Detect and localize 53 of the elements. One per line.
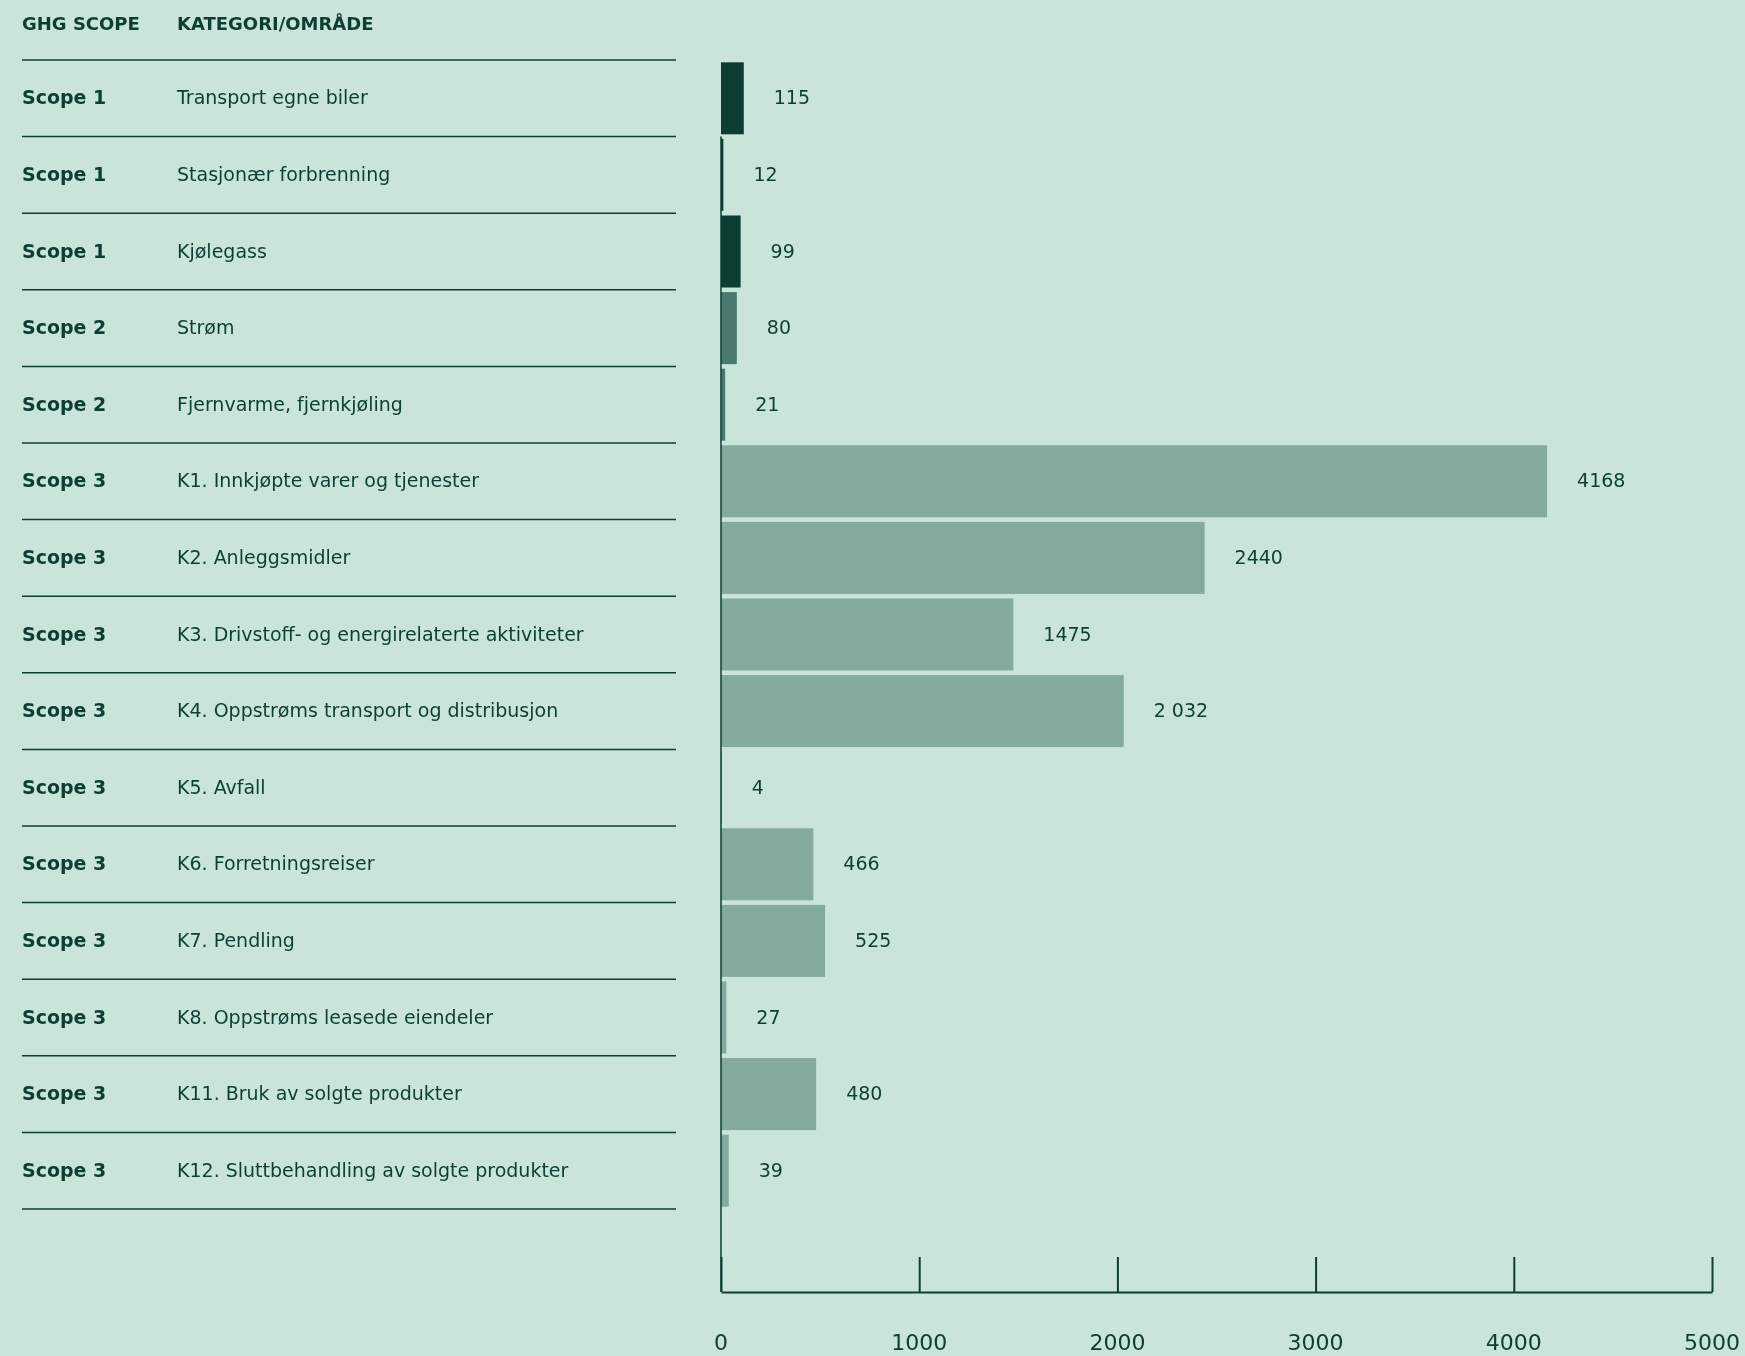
text: Scope 3 — [22, 469, 107, 492]
y-axis-title: KATEGORI/OMRÅDE — [177, 12, 374, 34]
x-tick-label: 3000 — [1287, 1330, 1344, 1355]
y-tick-label: K8. Oppstrøms leasede eiendeler — [177, 1005, 494, 1028]
y-tick-label: K3. Drivstoff- og energirelaterte aktiviteter — [177, 622, 584, 645]
data-label: 2 032 — [1153, 699, 1209, 722]
x-tick-label: 4000 — [1485, 1330, 1542, 1355]
y-tick-label: K6. Forretningsreiser — [177, 852, 375, 875]
data-label: 39 — [758, 1158, 783, 1181]
text: Scope 3 — [22, 1005, 107, 1028]
text: Scope 3 — [22, 699, 107, 722]
text: Scope 3 — [22, 852, 107, 875]
y-tick-label: Fjernvarme, fjernkjøling — [177, 392, 403, 415]
text: Scope 1 — [22, 239, 107, 262]
y-tick-label: K11. Bruk av solgte produkter — [177, 1082, 462, 1105]
data-label: 4 — [751, 775, 764, 798]
data-label: 1475 — [1043, 622, 1092, 645]
text: Scope 3 — [22, 1158, 107, 1181]
data-label: 466 — [843, 852, 880, 875]
data-label: 480 — [846, 1082, 883, 1105]
y-tick-label: Stasjonær forbrenning — [177, 162, 391, 185]
data-label: 99 — [770, 239, 795, 262]
x-tick-label: 5000 — [1684, 1330, 1740, 1355]
text: Scope 3 — [22, 545, 107, 568]
y-tick-label: K2. Anleggsmidler — [177, 545, 351, 568]
y-tick-label: Kjølegass — [177, 239, 267, 262]
data-label: 12 — [753, 162, 778, 185]
text: Scope 3 — [22, 775, 107, 798]
text: Scope 1 — [22, 162, 107, 185]
y-tick-label: K12. Sluttbehandling av solgte produkter — [177, 1158, 569, 1181]
x-tick-label: 0 — [714, 1330, 728, 1355]
y-tick-label: K7. Pendling — [177, 928, 295, 951]
text: Scope 1 — [22, 86, 107, 109]
data-label: 2440 — [1234, 545, 1283, 568]
text: Scope 2 — [22, 316, 107, 339]
data-label: 21 — [755, 392, 780, 415]
text: Scope 3 — [22, 1082, 107, 1105]
data-label: 4168 — [1577, 469, 1626, 492]
text: GHG SCOPE — [22, 13, 140, 34]
text: Scope 2 — [22, 392, 107, 415]
y-tick-label: K4. Oppstrøms transport og distribusjon — [177, 699, 559, 722]
y-tick-label: Transport egne biler — [176, 86, 369, 109]
text: Scope 3 — [22, 928, 107, 951]
data-label: 80 — [766, 316, 792, 339]
y-tick-label: Strøm — [177, 316, 235, 339]
y-tick-label: K5. Avfall — [177, 775, 266, 798]
data-label: 27 — [756, 1005, 781, 1028]
x-tick-label: 2000 — [1089, 1330, 1146, 1355]
data-label: 115 — [773, 86, 811, 109]
text: Scope 3 — [22, 622, 107, 645]
data-label: 525 — [855, 928, 892, 951]
y-tick-label: K1. Innkjøpte varer og tjenester — [177, 469, 480, 492]
x-tick-label: 1000 — [891, 1330, 948, 1355]
